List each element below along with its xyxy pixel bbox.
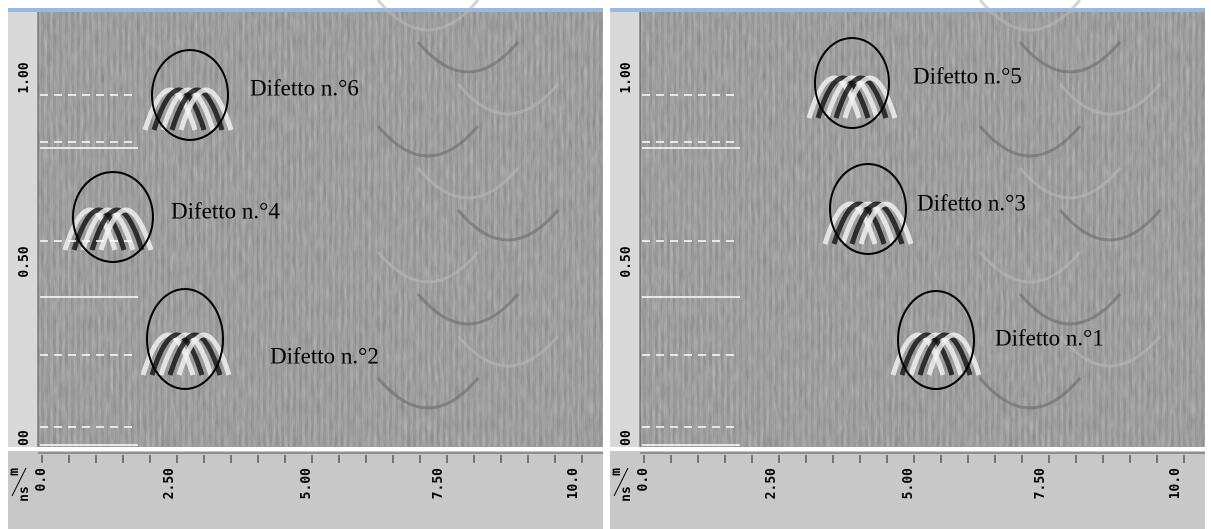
y-tick-label: 00 (619, 430, 634, 446)
anomaly (167, 332, 223, 376)
y-tick-label: 1.00 (619, 62, 634, 93)
unit-slash (11, 467, 27, 497)
reflection (1058, 209, 1162, 242)
anomaly (890, 332, 946, 376)
anomaly (858, 201, 914, 245)
anomaly (149, 332, 205, 376)
reflection (978, 125, 1082, 158)
x-tick-label: 10.0 (1168, 468, 1183, 499)
panel: 1.00 0.50 00 0.0 2.50 5.00 7.50 10.0 m ns Difetto … (609, 0, 1205, 529)
defect-ellipse (146, 288, 224, 390)
reflection (456, 335, 560, 368)
anomaly (176, 332, 232, 376)
y-tick-label: 1.00 (17, 62, 32, 93)
anomaly (908, 332, 964, 376)
reflection (978, 251, 1082, 284)
defect-label: Difetto n.°4 (171, 198, 280, 223)
anomaly (917, 332, 973, 376)
x-axis-strip (610, 451, 1205, 529)
anomaly (169, 87, 225, 131)
defect-ellipse (897, 290, 975, 390)
defect-label: Difetto n.°1 (995, 325, 1104, 350)
defect-ellipse (814, 37, 890, 129)
anomaly (833, 75, 889, 119)
anomaly (142, 87, 198, 131)
reflection (456, 83, 560, 116)
anomaly (849, 201, 905, 245)
defect-label: Difetto n.°2 (270, 343, 379, 368)
y-axis-strip (610, 12, 640, 447)
unit-slash (613, 467, 629, 497)
anomaly (71, 207, 127, 251)
reflection (1058, 335, 1162, 368)
reflection (416, 167, 520, 200)
reflection (376, 251, 480, 284)
defect-label: Difetto n.°3 (917, 190, 1026, 215)
reflection (416, 293, 520, 326)
unit-bottom: ns (17, 486, 32, 502)
y-tick-label: 0.50 (17, 246, 32, 277)
x-tick-label: 10.0 (566, 468, 581, 499)
x-tick-label: 7.50 (1033, 468, 1048, 499)
anomaly (926, 332, 982, 376)
reflection (978, 0, 1082, 32)
defect-ellipse (151, 49, 229, 141)
x-tick-label: 0.0 (34, 468, 49, 492)
unit-bottom: ns (619, 486, 634, 502)
reflection (416, 41, 520, 74)
defect-label: Difetto n.°6 (250, 75, 359, 100)
reflection (1018, 293, 1122, 326)
reflection (376, 0, 480, 32)
x-tick-label: 2.50 (162, 468, 177, 499)
anomaly (160, 87, 216, 131)
panel: 1.00 0.50 00 0.0 2.50 5.00 7.50 10.0 m ns Difetto … (7, 0, 603, 529)
reflection (978, 377, 1082, 410)
anomaly (80, 207, 136, 251)
defect-label: Difetto n.°5 (913, 63, 1022, 88)
y-axis-strip (8, 12, 38, 447)
anomaly (98, 207, 154, 251)
title-bar (8, 8, 603, 12)
reflection (1058, 83, 1162, 116)
anomaly (806, 75, 862, 119)
x-tick-label: 7.50 (431, 468, 446, 499)
anomaly (842, 75, 898, 119)
anomaly (899, 332, 955, 376)
x-tick-label: 5.00 (299, 468, 314, 499)
y-tick-label: 0.50 (619, 246, 634, 277)
anomaly (815, 75, 871, 119)
anomaly (140, 332, 196, 376)
anomaly (151, 87, 207, 131)
reflection (456, 209, 560, 242)
x-tick-label: 2.50 (764, 468, 779, 499)
x-axis-strip (8, 451, 603, 529)
unit-top: m (609, 468, 624, 476)
reflection (1018, 167, 1122, 200)
anomaly (831, 201, 887, 245)
defect-ellipse (72, 171, 154, 263)
reflection (376, 377, 480, 410)
title-bar (610, 8, 1205, 12)
x-tick-label: 5.00 (901, 468, 916, 499)
defect-ellipse (829, 163, 907, 255)
anomaly (89, 207, 145, 251)
unit-top: m (7, 468, 22, 476)
anomaly (824, 75, 880, 119)
x-tick-label: 0.0 (636, 468, 651, 492)
anomaly (822, 201, 878, 245)
anomaly (158, 332, 214, 376)
anomaly (62, 207, 118, 251)
y-tick-label: 00 (17, 430, 32, 446)
reflection (1018, 41, 1122, 74)
reflection (376, 125, 480, 158)
anomaly (840, 201, 896, 245)
